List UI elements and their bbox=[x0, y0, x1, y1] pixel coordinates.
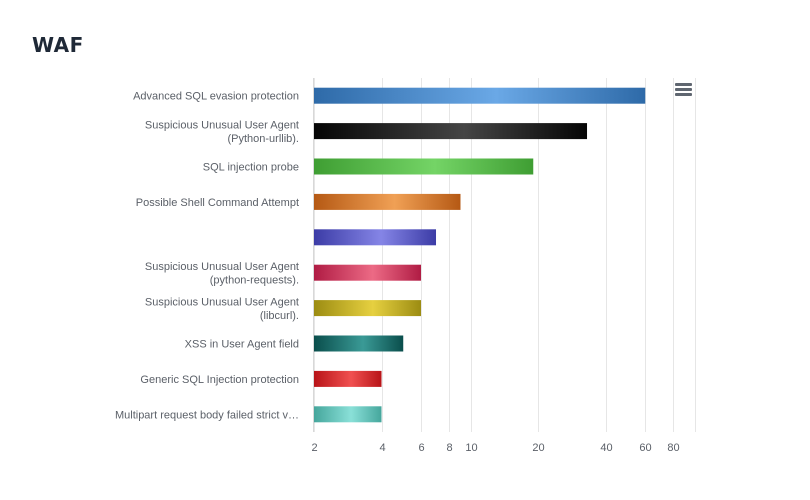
category-label: Suspicious Unusual User Agent (python-req… bbox=[145, 261, 299, 287]
category-label: SQL injection probe bbox=[203, 162, 299, 174]
category-labels: Advanced SQL evasion protection Suspiciou… bbox=[115, 91, 299, 422]
category-label-line: (python-requests). bbox=[210, 274, 299, 286]
bar[interactable] bbox=[314, 335, 404, 352]
category-label: XSS in User Agent field bbox=[185, 339, 299, 351]
hamburger-menu-icon[interactable] bbox=[674, 81, 694, 97]
x-tick-label: 40 bbox=[600, 442, 612, 454]
x-tick-label: 80 bbox=[667, 442, 679, 454]
bar[interactable] bbox=[314, 406, 382, 423]
category-label-line: XSS in User Agent field bbox=[185, 339, 299, 351]
bar[interactable] bbox=[314, 123, 588, 140]
x-tick-label: 2 bbox=[311, 442, 317, 454]
category-label-line: Possible Shell Command Attempt bbox=[136, 197, 299, 209]
category-label-line: (Python-urllib). bbox=[227, 133, 299, 145]
x-tick-label: 8 bbox=[446, 442, 452, 454]
bar[interactable] bbox=[314, 264, 421, 281]
category-label: Suspicious Unusual User Agent (libcurl). bbox=[145, 296, 299, 322]
category-label-line: Suspicious Unusual User Agent bbox=[145, 119, 299, 131]
category-label-line: Generic SQL Injection protection bbox=[140, 374, 299, 386]
category-label: Advanced SQL evasion protection bbox=[133, 91, 299, 103]
x-tick-label: 4 bbox=[379, 442, 385, 454]
category-label-line: Suspicious Unusual User Agent bbox=[145, 296, 299, 308]
x-tick-label: 60 bbox=[639, 442, 651, 454]
bar[interactable] bbox=[314, 300, 421, 317]
x-axis: 2 4 6 8 10 20 40 60 80 bbox=[311, 78, 680, 454]
x-tick-label: 10 bbox=[465, 442, 477, 454]
bar[interactable] bbox=[314, 370, 382, 387]
category-label-line: Advanced SQL evasion protection bbox=[133, 91, 299, 103]
chart-title: WAF bbox=[32, 33, 84, 57]
category-label-line: Multipart request body failed strict v… bbox=[115, 409, 299, 421]
category-label: Possible Shell Command Attempt bbox=[136, 197, 299, 209]
category-label-line: (libcurl). bbox=[260, 310, 299, 322]
bar[interactable] bbox=[314, 193, 461, 210]
category-label-line: SQL injection probe bbox=[203, 162, 299, 174]
bar[interactable] bbox=[314, 87, 646, 104]
category-label: Multipart request body failed strict v… bbox=[115, 409, 299, 421]
bar[interactable] bbox=[314, 229, 437, 246]
x-tick-label: 6 bbox=[418, 442, 424, 454]
category-label-line: Suspicious Unusual User Agent bbox=[145, 261, 299, 273]
bars bbox=[314, 87, 646, 423]
category-label: Suspicious Unusual User Agent (Python-url… bbox=[145, 119, 299, 145]
x-tick-label: 20 bbox=[532, 442, 544, 454]
category-label: Generic SQL Injection protection bbox=[140, 374, 299, 386]
bar[interactable] bbox=[314, 158, 534, 175]
